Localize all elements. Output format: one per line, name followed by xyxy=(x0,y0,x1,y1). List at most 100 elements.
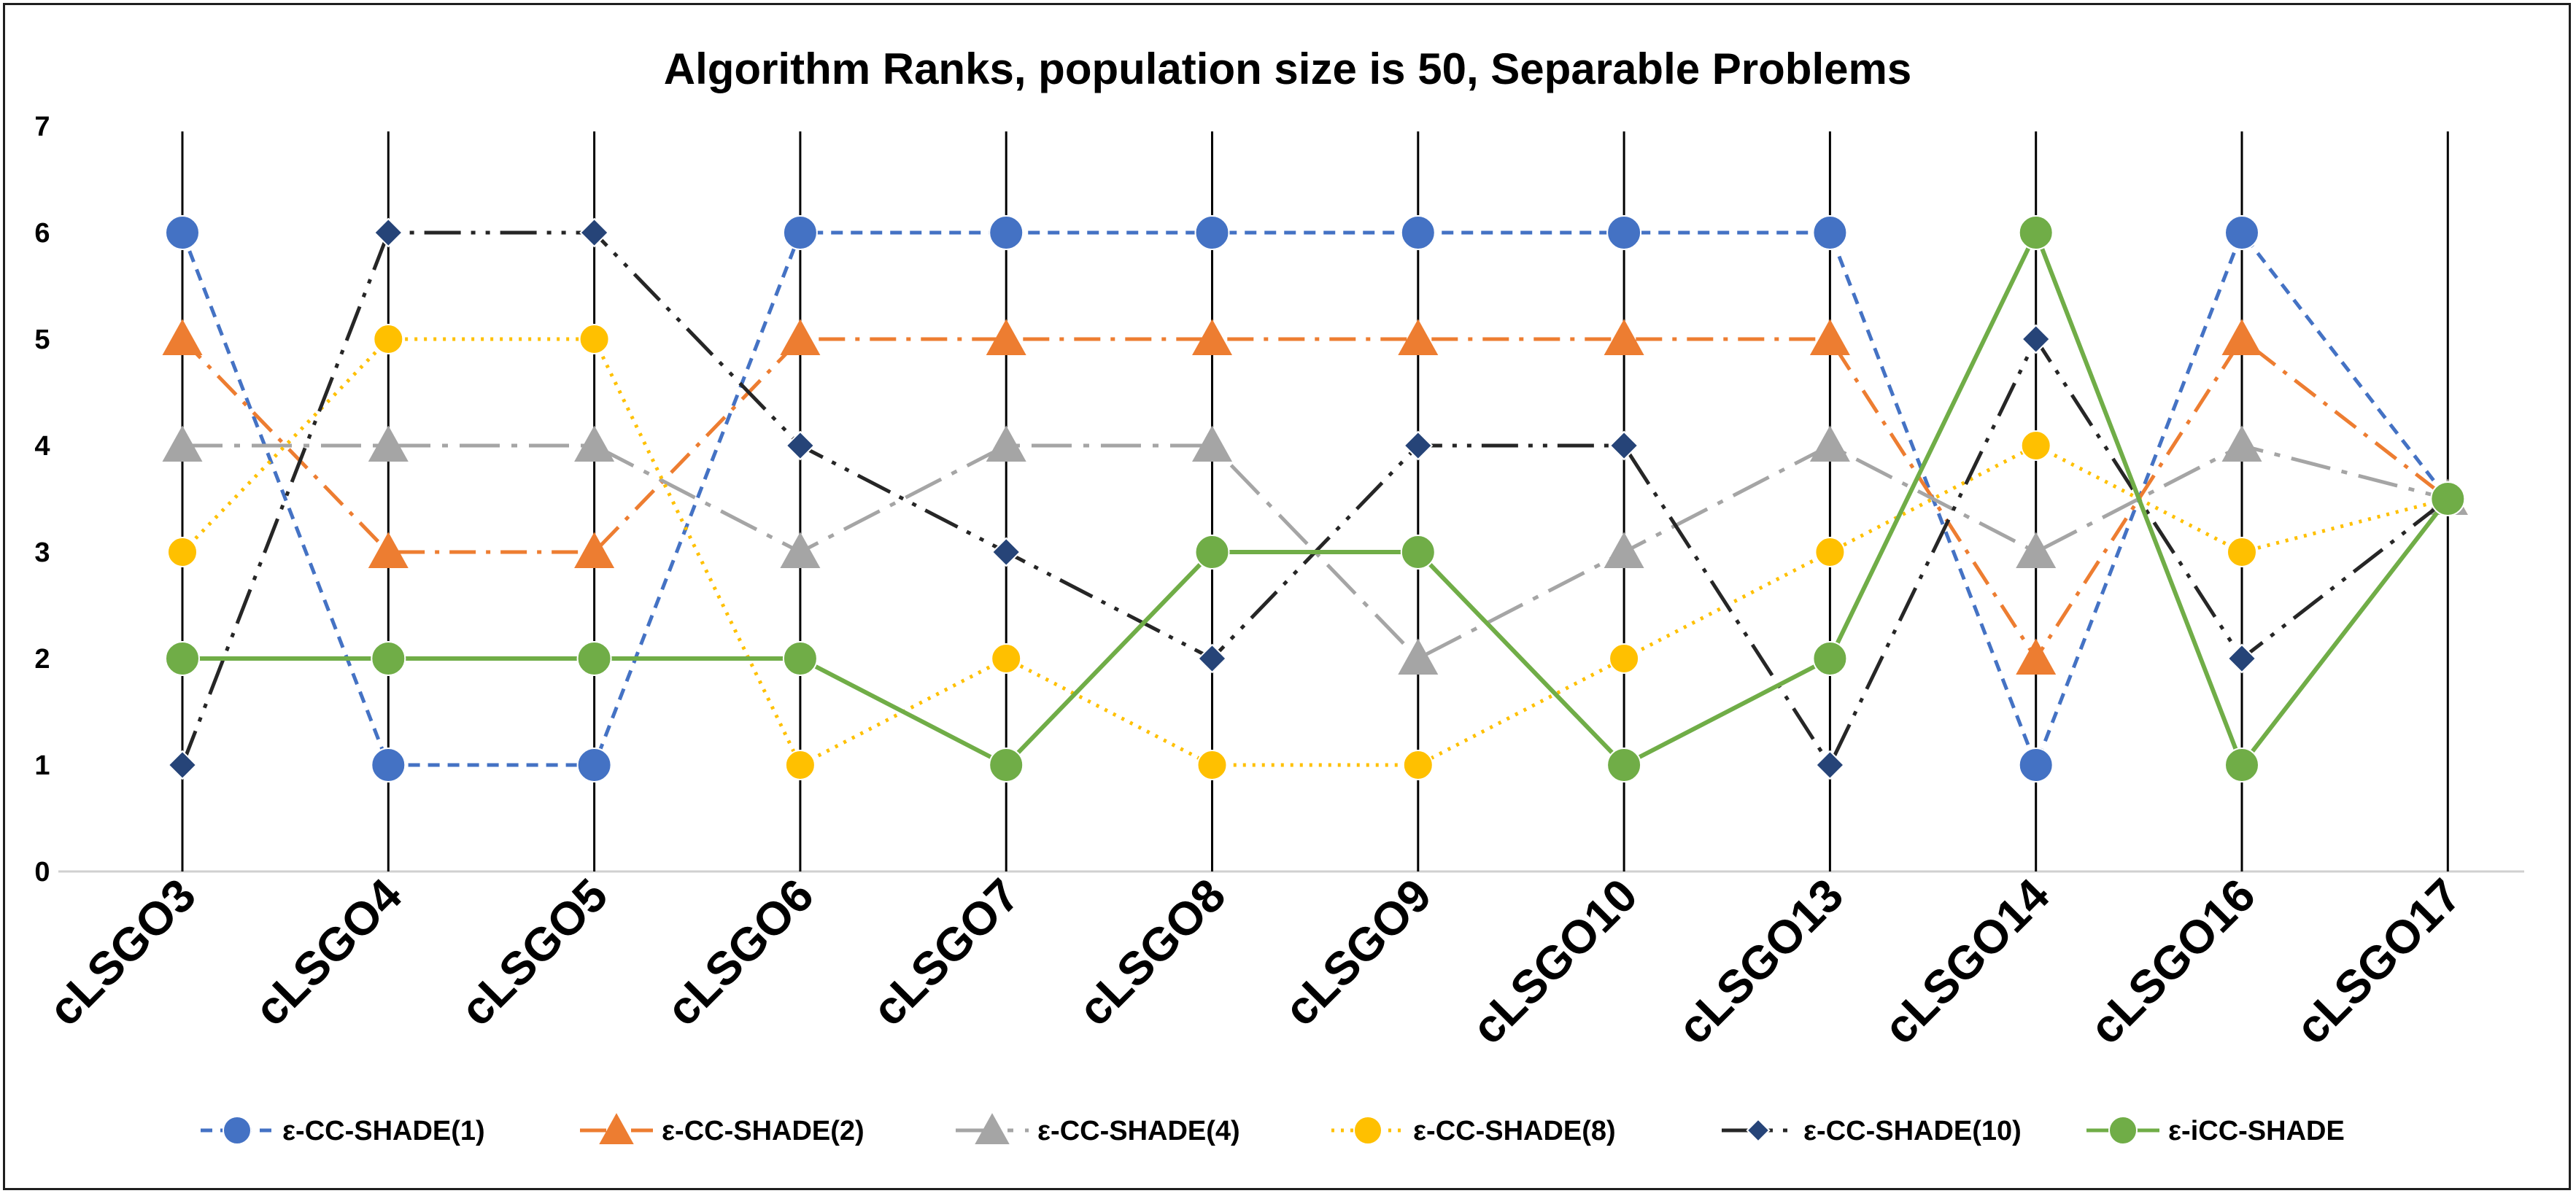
data-point xyxy=(579,324,610,354)
data-point xyxy=(780,532,821,568)
data-point xyxy=(1609,430,1639,461)
data-point xyxy=(1604,532,1644,568)
data-point xyxy=(2016,532,2057,568)
data-point xyxy=(1403,430,1434,461)
x-tick-label: cLSGO6 xyxy=(656,869,823,1036)
data-point xyxy=(1606,215,1642,250)
data-point xyxy=(576,748,612,783)
data-point xyxy=(2224,215,2259,250)
data-point xyxy=(2018,748,2054,783)
y-tick-label: 3 xyxy=(34,537,50,568)
data-point xyxy=(574,532,615,568)
series-line xyxy=(182,230,2450,767)
data-point xyxy=(165,641,200,676)
data-point xyxy=(1400,215,1436,250)
data-point xyxy=(368,425,409,462)
data-point xyxy=(579,217,610,248)
x-tick-label: cLSGO10 xyxy=(1461,869,1647,1055)
data-point xyxy=(2020,430,2051,461)
data-point xyxy=(2021,324,2051,354)
legend-marker xyxy=(1746,1118,1771,1143)
legend-label: ε-CC-SHADE(1) xyxy=(282,1116,485,1146)
data-point xyxy=(1196,750,1228,780)
data-point xyxy=(373,217,403,248)
x-tick-label: cLSGO17 xyxy=(2286,869,2472,1055)
legend-marker xyxy=(1353,1116,1382,1145)
series-layer xyxy=(162,215,2468,783)
data-point xyxy=(167,750,198,780)
data-point xyxy=(782,641,818,676)
data-point xyxy=(1812,215,1848,250)
legend-item-4: ε-CC-SHADE(8) xyxy=(1331,1116,1616,1146)
data-point xyxy=(1609,643,1640,674)
data-point xyxy=(2221,319,2262,355)
data-point xyxy=(1192,319,1232,355)
data-point xyxy=(371,641,406,676)
x-tick-label: cLSGO7 xyxy=(862,869,1029,1036)
data-point xyxy=(1814,750,1845,780)
x-tick-label: cLSGO3 xyxy=(38,869,205,1036)
legend-label: ε-CC-SHADE(2) xyxy=(662,1116,865,1146)
data-point xyxy=(2224,748,2259,783)
data-point xyxy=(1194,215,1230,250)
legend-item-3: ε-CC-SHADE(4) xyxy=(956,1113,1240,1146)
y-tick-label: 5 xyxy=(34,325,50,355)
legend: ε-CC-SHADE(1) ε-CC-SHADE(2) ε-CC-SHADE(4) ε… xyxy=(201,1113,2345,1146)
series-line xyxy=(181,337,2449,661)
x-tick-label: cLSGO9 xyxy=(1274,869,1441,1036)
data-point xyxy=(576,641,612,676)
data-point xyxy=(2018,215,2054,250)
y-tick-label: 2 xyxy=(34,644,50,675)
x-tick-label: cLSGO5 xyxy=(450,869,617,1036)
chart-frame xyxy=(3,3,2571,1190)
series-2 xyxy=(162,319,2468,675)
series-line xyxy=(182,443,2448,661)
data-point xyxy=(1809,425,1850,462)
y-tick-label: 7 xyxy=(34,112,50,142)
legend-marker xyxy=(975,1113,1010,1144)
series-3 xyxy=(162,425,2468,675)
legend-label: ε-iCC-SHADE xyxy=(2168,1116,2345,1146)
data-point xyxy=(1812,641,1848,676)
data-point xyxy=(784,750,816,780)
data-point xyxy=(1192,425,1232,462)
data-point xyxy=(2430,481,2466,516)
data-point xyxy=(1809,319,1850,355)
data-point xyxy=(2227,537,2257,567)
data-point xyxy=(1398,638,1439,675)
x-tick-label: cLSGO8 xyxy=(1068,869,1235,1036)
data-point xyxy=(785,430,816,461)
data-point xyxy=(2227,643,2257,674)
data-point xyxy=(373,324,404,354)
legend-label: ε-CC-SHADE(10) xyxy=(1803,1116,2022,1146)
legend-marker xyxy=(599,1113,634,1144)
series-line xyxy=(180,230,2449,767)
data-point xyxy=(165,215,200,250)
y-tick-label: 6 xyxy=(34,218,50,249)
series-1 xyxy=(165,215,2466,783)
data-point xyxy=(574,425,615,462)
data-point xyxy=(167,537,198,567)
data-point xyxy=(986,319,1026,355)
x-tick-label: cLSGO13 xyxy=(1668,869,1854,1055)
data-point xyxy=(1400,535,1436,570)
data-point xyxy=(780,319,821,355)
axes: 0 1 2 3 4 5 6 7 xyxy=(34,112,2524,888)
y-tick-label: 1 xyxy=(34,750,50,781)
legend-label: ε-CC-SHADE(4) xyxy=(1037,1116,1240,1146)
data-point xyxy=(989,215,1024,250)
legend-item-1: ε-CC-SHADE(1) xyxy=(201,1116,485,1146)
data-point xyxy=(991,643,1022,674)
data-point xyxy=(1398,319,1439,355)
data-point xyxy=(1604,319,1644,355)
x-tick-label: cLSGO16 xyxy=(2079,869,2265,1055)
legend-marker xyxy=(2108,1116,2138,1145)
data-point xyxy=(1402,750,1434,780)
series-5 xyxy=(167,217,2463,780)
data-point xyxy=(2221,425,2262,462)
y-tick-label: 0 xyxy=(34,857,50,888)
series-line xyxy=(180,230,2450,767)
legend-label: ε-CC-SHADE(8) xyxy=(1413,1116,1616,1146)
x-axis-tick-labels: cLSGO3 cLSGO4 cLSGO5 cLSGO6 cLSGO7 cLSGO8 cLSG… xyxy=(38,869,2471,1055)
